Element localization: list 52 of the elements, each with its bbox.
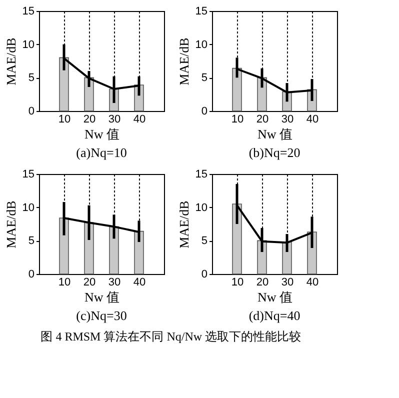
x-axis-title: Nw 值 [84,290,120,304]
y-tick-label: 0 [201,106,208,118]
x-tick-label: 20 [256,276,269,288]
bar [59,57,69,112]
x-tick-label: 10 [231,276,244,288]
x-tick-label: 10 [58,114,71,126]
x-tick-label: 40 [133,114,146,126]
x-tick-label: 10 [58,276,71,288]
y-tick-label: 10 [195,38,208,51]
y-tick-label: 5 [28,235,34,248]
y-axis-title: MAE/dB [3,200,18,248]
y-axis-title: MAE/dB [3,37,18,86]
x-tick-label: 20 [83,114,96,126]
text: (c)Nq=30 [76,308,127,323]
y-tick-label: 15 [22,168,34,180]
x-tick-label: 40 [306,276,319,288]
bar [232,204,242,274]
bar [109,226,119,274]
y-tick-label: 0 [201,268,208,280]
x-axis-title: Nw 值 [257,290,293,304]
bar [59,218,69,274]
y-tick-label: 5 [28,72,34,84]
x-axis-title: Nw 值 [84,126,120,142]
y-tick-label: 5 [201,235,208,248]
text: (a)Nq=10 [76,145,127,160]
x-tick-label: 40 [133,276,146,288]
x-tick-label: 30 [108,276,121,288]
x-tick-label: 10 [231,114,244,126]
bar [232,68,242,112]
y-tick-label: 5 [201,72,208,84]
x-tick-label: 30 [108,114,121,126]
y-tick-label: 0 [28,268,34,280]
y-tick-label: 15 [195,6,208,18]
y-tick-label: 0 [28,106,34,118]
text: (d)Nq=40 [248,308,300,323]
x-axis-title: Nw 值 [257,126,293,142]
bar [134,230,144,274]
x-tick-label: 40 [306,114,319,126]
y-tick-label: 10 [22,38,34,51]
y-tick-label: 15 [22,6,34,18]
caption: 图 4 RMSM 算法在不同 Nq/Nw 选取下的性能比较 [40,330,302,344]
x-tick-label: 20 [256,114,269,126]
x-tick-label: 20 [83,276,96,288]
y-tick-label: 10 [22,202,34,214]
text: (b)Nq=20 [248,145,300,160]
x-tick-label: 30 [281,276,294,288]
x-tick-label: 30 [281,114,294,126]
bar [84,77,94,112]
y-axis-title: MAE/dB [176,200,192,248]
y-tick-label: 10 [195,202,208,214]
y-tick-label: 15 [195,168,208,180]
y-axis-title: MAE/dB [176,37,192,86]
